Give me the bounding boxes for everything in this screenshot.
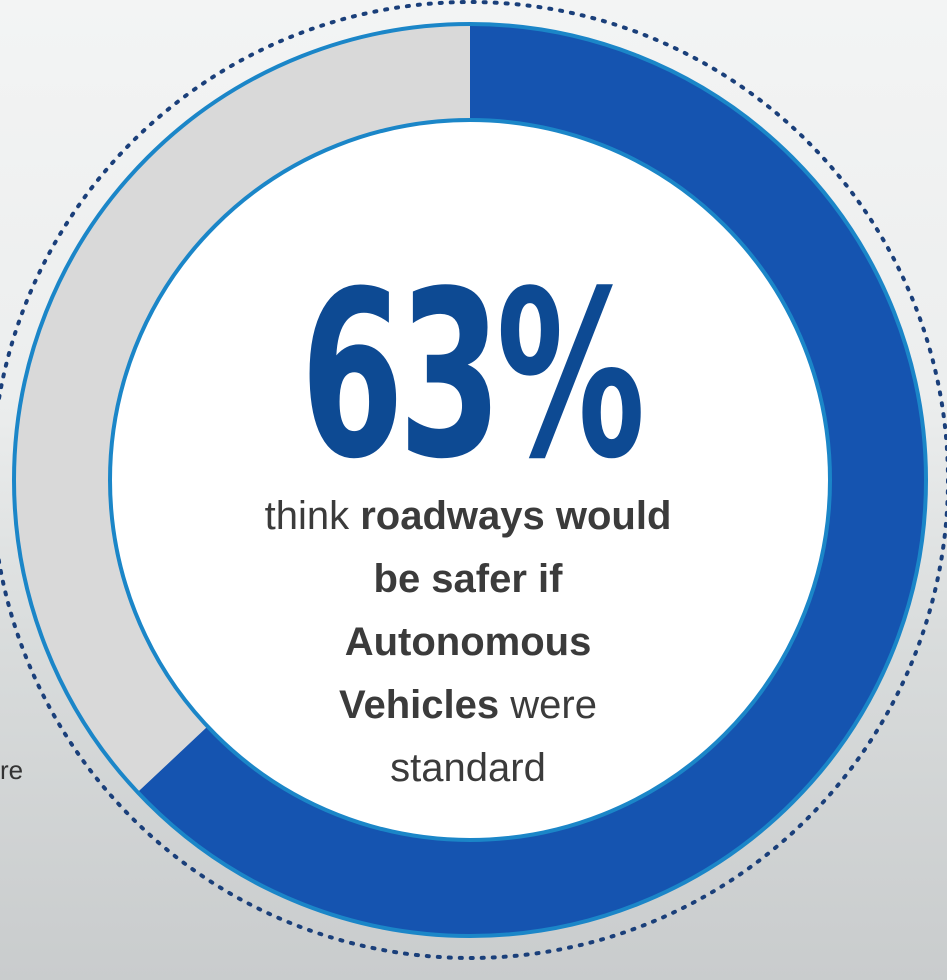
caption: think roadways would be safer if Autonom… [263,485,673,800]
caption-part: were standard [390,683,597,790]
donut [13,24,926,936]
caption-part: think [264,494,361,538]
inner-circle [108,118,832,842]
caption-part: roadways would be safer if Autonomous Ve… [339,494,672,727]
dotted-ring [0,0,947,960]
donut-segment [137,24,926,936]
donut-segment [13,24,470,793]
center-value: 63% [300,243,640,510]
outer-border [12,22,928,938]
side-text: re [0,755,24,785]
